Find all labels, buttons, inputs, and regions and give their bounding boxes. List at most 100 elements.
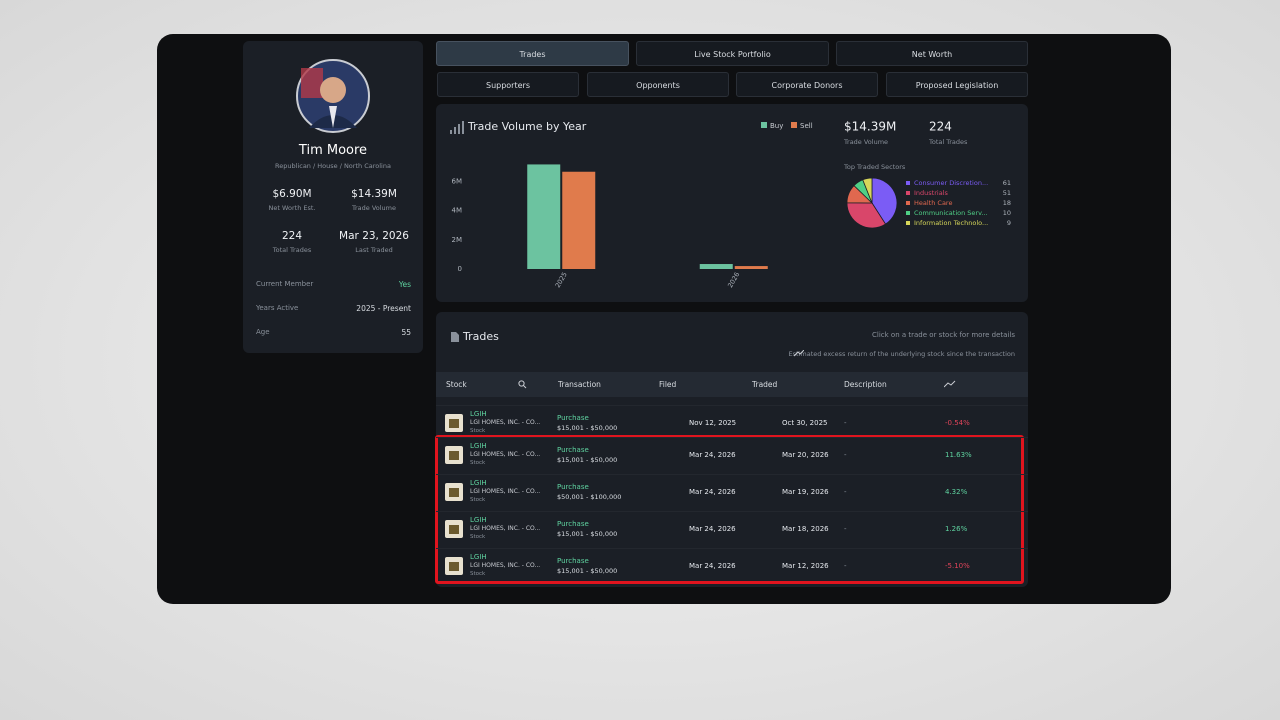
tab[interactable]: Corporate Donors [736,72,878,97]
y-tick-label: 0 [458,265,462,273]
excess-return: 1.26% [945,525,968,533]
pie-legend-label: Consumer Discretion... [914,179,988,187]
company: LGI HOMES, INC. - CO... [470,419,541,426]
detail-value: 2025 - Present [356,304,411,313]
transaction: Purchase [557,483,589,491]
company: LGI HOMES, INC. - CO... [470,488,541,495]
profile-photo [296,59,370,133]
transaction: Purchase [557,520,589,528]
excess-return: -5.10% [945,562,970,570]
trade-chart: Trade Volume by Year Top Traded Sectors … [450,120,1011,289]
tab[interactable]: Opponents [587,72,729,97]
trend-icon [794,350,804,357]
bar [734,266,768,269]
company: LGI HOMES, INC. - CO... [470,562,541,569]
description: - [844,525,847,533]
filed-date: Mar 24, 2026 [689,562,736,570]
stat-value: $14.39M [351,188,397,200]
pie-legend-label: Communication Serv... [914,209,988,217]
amount: $15,001 - $50,000 [557,567,618,575]
traded-date: Mar 12, 2026 [782,562,829,570]
doc-icon [451,332,459,342]
table-header [436,372,1028,397]
description: - [844,562,847,570]
tab[interactable]: Live Stock Portfolio [636,41,829,66]
trades-title: Trades [463,330,499,343]
stat-label: Net Worth Est. [268,204,316,212]
x-tick-label: 2025 [554,271,569,289]
pie-legend-swatch [906,221,910,225]
description: - [844,488,847,496]
stat-label: Trade Volume [351,204,397,212]
excess-return: 11.63% [945,451,972,459]
filed-date: Mar 24, 2026 [689,488,736,496]
stat-value: Mar 23, 2026 [339,230,409,242]
pie-legend-label: Information Technolo... [914,219,988,227]
pie-legend-swatch [906,211,910,215]
trade-row[interactable] [436,511,1028,548]
pie-legend-swatch [906,181,910,185]
amount: $50,001 - $100,000 [557,493,622,501]
pie-legend-swatch [906,191,910,195]
stock-kind: Stock [470,428,486,434]
column-header: Transaction [558,380,601,389]
ticker: LGIH [470,410,487,418]
y-tick-label: 6M [452,177,463,185]
summary-value: $14.39M [844,120,896,134]
traded-date: Mar 19, 2026 [782,488,829,496]
tab[interactable]: Supporters [437,72,579,97]
stat-label: Last Traded [355,246,393,254]
transaction: Purchase [557,446,589,454]
pie-legend-value: 61 [1003,179,1011,187]
detail-value: Yes [398,280,411,289]
detail-label: Current Member [256,280,314,288]
filed-date: Mar 24, 2026 [689,525,736,533]
column-header: Filed [659,380,677,389]
x-tick-label: 2026 [726,271,741,289]
ticker: LGIH [470,553,487,561]
trades-note: Estimated excess return of the underlyin… [788,350,1015,358]
trades-card [436,312,1028,587]
ticker: LGIH [470,479,487,487]
logo-house [449,419,459,428]
stock-logo [445,520,463,538]
pie-legend-value: 51 [1003,189,1011,197]
pie-legend-label: Health Care [914,199,952,207]
tab[interactable]: Net Worth [836,41,1028,66]
detail-value: 55 [401,328,411,337]
stock-logo [445,483,463,501]
stock-logo [445,414,463,432]
legend-label: Buy [770,122,783,130]
pie-legend-value: 10 [1003,209,1011,217]
chart-title: Trade Volume by Year [467,120,587,133]
tab[interactable]: Trades [436,41,629,66]
tab[interactable]: Proposed Legislation [886,72,1028,97]
profile-subtitle: Republican / House / North Carolina [275,162,391,170]
ticker: LGIH [470,516,487,524]
stock-kind: Stock [470,497,486,503]
trade-row[interactable] [436,548,1028,585]
company: LGI HOMES, INC. - CO... [470,451,541,458]
logo-house [449,525,459,534]
company: LGI HOMES, INC. - CO... [470,525,541,532]
traded-date: Mar 20, 2026 [782,451,829,459]
column-header: Stock [446,380,467,389]
summary-value: 224 [929,120,952,134]
excess-return: 4.32% [945,488,968,496]
pie-legend-swatch [906,201,910,205]
pie-slice [846,202,887,229]
y-tick-label: 4M [452,207,463,215]
pie-title: Top Traded Sectors [843,163,906,171]
trade-row[interactable] [436,474,1028,511]
bar [527,164,561,269]
detail-label: Age [256,328,270,336]
pie-legend-label: Industrials [914,189,948,197]
trade-row[interactable] [436,405,1028,442]
trade-row[interactable] [436,437,1028,474]
search-icon[interactable] [518,380,527,389]
summary-label: Trade Volume [843,138,888,146]
stock-kind: Stock [470,534,486,540]
filed-date: Nov 12, 2025 [689,419,737,427]
description: - [844,451,847,459]
